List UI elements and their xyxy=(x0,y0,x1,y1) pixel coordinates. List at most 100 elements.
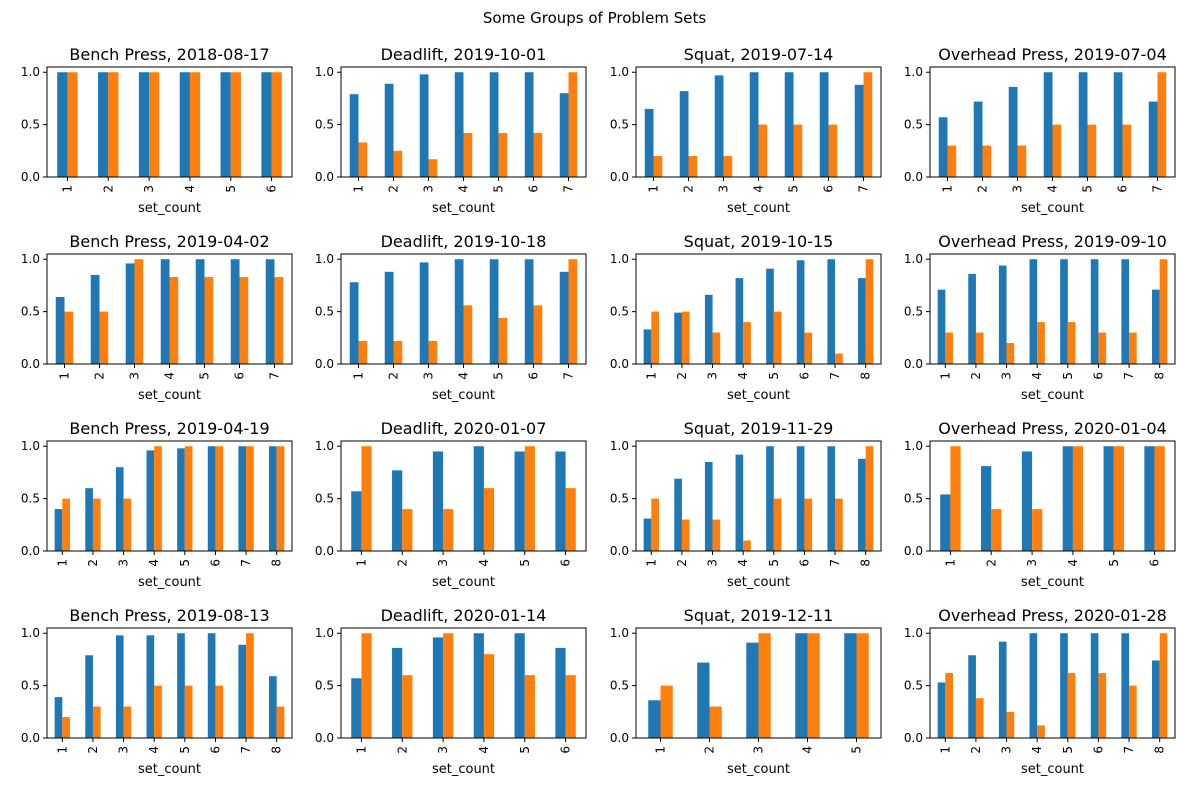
bar-series2-7 xyxy=(835,498,843,551)
bar-series1-7 xyxy=(238,644,247,738)
bar-series2-1 xyxy=(64,311,74,364)
x-tick-label: 7 xyxy=(1151,185,1165,193)
bar-series2-3 xyxy=(1017,145,1027,177)
y-tick-label: 1.0 xyxy=(904,626,923,640)
y-tick-label: 0.5 xyxy=(904,679,923,693)
x-tick-label: 5 xyxy=(518,559,532,567)
y-tick-label: 1.0 xyxy=(610,252,629,266)
bar-series1-7 xyxy=(559,93,569,177)
x-tick-label: 3 xyxy=(117,559,131,567)
bar-series1-7 xyxy=(1121,633,1130,738)
y-tick-label: 0.0 xyxy=(904,170,923,184)
x-tick-label: 3 xyxy=(706,372,720,380)
bar-series1-4 xyxy=(1029,259,1038,364)
bar-series1-2 xyxy=(384,83,394,177)
y-tick-label: 1.0 xyxy=(610,65,629,79)
bar-series1-1 xyxy=(54,697,63,738)
bar-series2-1 xyxy=(62,717,70,738)
bar-series1-4 xyxy=(735,454,744,551)
x-tick-label: 6 xyxy=(527,185,541,193)
x-tick-label: 5 xyxy=(787,185,801,193)
x-tick-label: 5 xyxy=(1061,746,1075,754)
x-tick-label: 2 xyxy=(976,185,990,193)
axes-frame xyxy=(929,440,1176,552)
bar-series2-7 xyxy=(1129,685,1137,738)
bar-series2-3 xyxy=(1006,711,1015,738)
bar-series1-4 xyxy=(749,72,759,177)
x-axis-label: set_count xyxy=(432,575,495,590)
subplot-7: Squat, 2019-10-15 0.0 0.5 1.0 1 2 3 4 5 6 7 8 set_co… xyxy=(610,232,882,403)
y-tick-label: 0.5 xyxy=(21,679,40,693)
bar-series1-2 xyxy=(679,91,689,177)
bar-series1-2 xyxy=(90,274,100,364)
bar-series2-1 xyxy=(660,685,673,738)
x-tick-label: 7 xyxy=(239,559,253,567)
subplot-grid: Bench Press, 2018-08-17 0.0 0.5 1.0 1 2 3 4 5 6 se… xyxy=(21,45,1176,777)
axes-frame xyxy=(635,440,882,552)
x-tick-label: 2 xyxy=(675,372,689,380)
bar-series1-5 xyxy=(177,448,185,551)
bar-series1-3 xyxy=(998,265,1007,364)
bar-series2-2 xyxy=(991,509,1002,551)
x-tick-label: 6 xyxy=(208,559,222,567)
bar-series2-4 xyxy=(1037,725,1045,738)
bar-series2-3 xyxy=(723,156,733,177)
x-axis-label: set_count xyxy=(1021,762,1084,777)
bar-series2-5 xyxy=(498,133,508,177)
bar-series1-2 xyxy=(981,466,992,551)
x-tick-label: 5 xyxy=(1107,559,1121,567)
bar-series1-8 xyxy=(1152,660,1160,738)
y-tick-label: 1.0 xyxy=(21,252,40,266)
x-tick-label: 4 xyxy=(1046,185,1060,193)
y-tick-label: 1.0 xyxy=(21,65,40,79)
bar-series1-5 xyxy=(766,446,774,551)
bar-series2-7 xyxy=(246,633,254,738)
bar-series1-7 xyxy=(238,446,247,551)
y-tick-label: 0.0 xyxy=(904,731,923,745)
bar-series2-7 xyxy=(568,72,578,177)
bar-series1-2 xyxy=(674,312,682,364)
bar-series1-3 xyxy=(432,451,444,551)
x-axis-label: set_count xyxy=(727,201,790,216)
x-tick-label: 1 xyxy=(644,559,658,567)
bar-series1-7 xyxy=(265,259,275,364)
bar-series1-7 xyxy=(1148,101,1158,177)
bar-series1-3 xyxy=(746,642,759,738)
x-tick-label: 3 xyxy=(1011,185,1025,193)
bar-series1-4 xyxy=(454,259,464,364)
x-axis-label: set_count xyxy=(138,575,201,590)
x-tick-label: 3 xyxy=(422,185,436,193)
bar-series2-4 xyxy=(154,685,162,738)
bar-series1-1 xyxy=(351,491,362,551)
bar-series2-5 xyxy=(498,317,508,364)
x-tick-label: 2 xyxy=(703,746,717,754)
bar-series2-6 xyxy=(215,685,224,738)
bar-series1-2 xyxy=(697,662,710,738)
bar-series1-2 xyxy=(968,273,976,364)
x-tick-label: 2 xyxy=(86,746,100,754)
bar-series1-4 xyxy=(473,633,484,738)
x-tick-label: 1 xyxy=(654,746,668,754)
x-tick-label: 4 xyxy=(1066,559,1080,567)
bar-series1-4 xyxy=(1029,633,1038,738)
x-tick-label: 1 xyxy=(938,372,952,380)
subplot-12: Overhead Press, 2020-01-04 0.0 0.5 1.0 1 2 3 4 5… xyxy=(904,419,1176,590)
bar-series1-1 xyxy=(349,282,359,364)
bar-series1-3 xyxy=(1008,86,1018,177)
y-tick-label: 0.5 xyxy=(904,118,923,132)
bar-series1-7 xyxy=(559,271,569,364)
bar-series2-1 xyxy=(67,72,78,177)
bar-series2-1 xyxy=(945,332,953,364)
bar-series1-4 xyxy=(473,446,484,551)
x-tick-label: 5 xyxy=(767,372,781,380)
y-tick-label: 0.5 xyxy=(610,679,629,693)
bar-series1-1 xyxy=(937,289,946,364)
bar-series1-1 xyxy=(938,117,948,177)
bar-series2-2 xyxy=(402,675,413,738)
x-tick-label: 7 xyxy=(268,372,282,380)
subplot-title: Overhead Press, 2019-07-04 xyxy=(938,45,1167,64)
y-tick-label: 0.0 xyxy=(610,731,629,745)
bar-series2-2 xyxy=(92,706,101,738)
y-tick-label: 1.0 xyxy=(315,439,334,453)
x-tick-label: 6 xyxy=(527,372,541,380)
